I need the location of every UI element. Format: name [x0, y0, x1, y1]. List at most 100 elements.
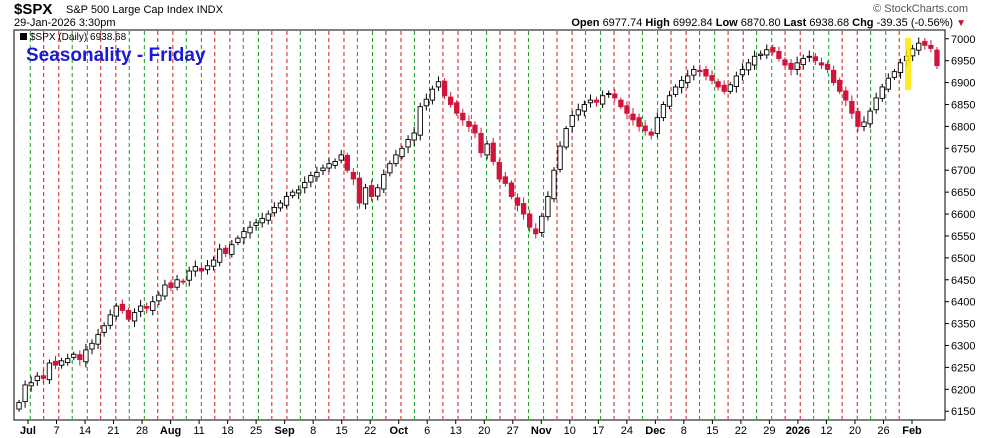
x-tick-label: 22: [735, 425, 747, 437]
y-tick-label: 6800: [951, 121, 975, 133]
candle-down: [830, 69, 837, 84]
candle-up: [861, 121, 867, 127]
candle-up: [381, 174, 387, 190]
candle-up: [660, 104, 667, 119]
candle-down: [441, 80, 448, 97]
y-tick-label: 6450: [951, 275, 975, 287]
candle-up: [137, 305, 144, 312]
candle-up: [46, 362, 53, 381]
candle-down: [782, 59, 788, 66]
candle-down: [812, 56, 819, 62]
candle-up: [28, 382, 34, 387]
candle-down: [223, 247, 229, 254]
candle-up: [654, 117, 660, 134]
candle-up: [259, 217, 265, 224]
y-tick-label: 6600: [951, 209, 975, 221]
candle-up: [581, 104, 588, 112]
x-tick-label: 29: [763, 425, 775, 437]
candle-up: [338, 154, 344, 161]
x-tick-label: 8: [310, 425, 316, 437]
candle-down: [514, 197, 521, 206]
y-tick-label: 6150: [951, 406, 975, 418]
candle-up: [216, 248, 223, 263]
plot-frame: [13, 29, 946, 421]
x-tick-label: 15: [706, 425, 718, 437]
candle-down: [119, 303, 126, 311]
candle-down: [715, 81, 721, 88]
y-tick-label: 6650: [951, 187, 975, 199]
candle-up: [916, 42, 922, 51]
chg-label: Chg: [852, 17, 874, 29]
candle-up: [539, 215, 545, 233]
candle-up: [569, 114, 575, 127]
candle-up: [332, 161, 338, 166]
candle-down: [818, 62, 825, 66]
chart-header: $SPX S&P 500 Large Cap Index INDX 29-Jan…: [0, 0, 990, 30]
candle-down: [922, 40, 928, 46]
open-label: Open: [571, 17, 600, 29]
x-tick-label: 20: [478, 425, 490, 437]
candle-down: [527, 213, 533, 228]
candle-up: [405, 139, 411, 148]
candle-up: [551, 169, 557, 200]
candle-up: [672, 86, 679, 95]
candle-down: [934, 49, 940, 67]
x-tick-label: 18: [221, 425, 233, 437]
x-tick-label: Oct: [390, 425, 409, 437]
x-tick-label: 13: [450, 425, 462, 437]
candle-down: [697, 69, 703, 73]
chg-value: -39.35 (-0.56%): [876, 17, 954, 29]
candle-up: [666, 95, 673, 107]
candle-up: [764, 49, 770, 56]
candle-up: [65, 358, 71, 364]
ohlc-readout: Open 6977.74 High 6992.84 Low 6870.80 La…: [571, 17, 966, 29]
candle-up: [429, 88, 436, 101]
quote-date: 29-Jan-2026 3:30pm: [14, 17, 116, 29]
candle-up: [58, 360, 65, 366]
candle-down: [368, 185, 375, 197]
candle-up: [691, 68, 697, 76]
candle-up: [308, 175, 314, 183]
candle-up: [678, 79, 685, 88]
open-value: 6977.74: [602, 17, 643, 29]
candle-up: [131, 312, 138, 322]
candle-down: [125, 309, 132, 320]
candle-up: [71, 353, 77, 358]
candle-down: [849, 100, 855, 114]
candle-up: [806, 55, 812, 58]
candle-up: [150, 301, 156, 311]
low-label: Low: [715, 17, 738, 29]
candle-down: [721, 84, 727, 92]
candle-up: [897, 62, 904, 73]
y-axis: 6150 6200 6250 6300 6350 6400 6450 6500 6550 6600…: [945, 34, 975, 418]
legend-swatch: [20, 33, 27, 40]
candle-up: [885, 77, 891, 90]
candle-down: [144, 306, 150, 309]
x-tick-label: Nov: [531, 425, 553, 437]
candle-up: [599, 95, 606, 105]
candle-up: [563, 128, 569, 148]
y-tick-label: 6250: [951, 362, 975, 374]
candle-down: [180, 280, 186, 283]
candle-up: [423, 98, 429, 107]
candle-up: [685, 75, 691, 84]
candle-up: [192, 266, 198, 272]
candle-down: [703, 68, 709, 77]
candle-down: [168, 282, 174, 289]
candle-down: [447, 96, 454, 105]
candle-up: [22, 384, 28, 403]
y-tick-label: 6300: [951, 341, 975, 353]
last-value: 6938.68: [809, 17, 850, 29]
chart-title: Seasonality - Friday: [26, 45, 206, 66]
y-tick-label: 6700: [951, 165, 975, 177]
x-tick-label: Feb: [902, 425, 922, 437]
x-tick-label: 2026: [786, 425, 810, 437]
high-label: High: [645, 17, 670, 29]
candle-down: [788, 62, 794, 70]
candle-up: [727, 84, 733, 92]
candle-up: [89, 342, 95, 350]
candle-up: [758, 53, 764, 56]
candle-down: [843, 90, 849, 101]
candle-up: [557, 145, 563, 170]
